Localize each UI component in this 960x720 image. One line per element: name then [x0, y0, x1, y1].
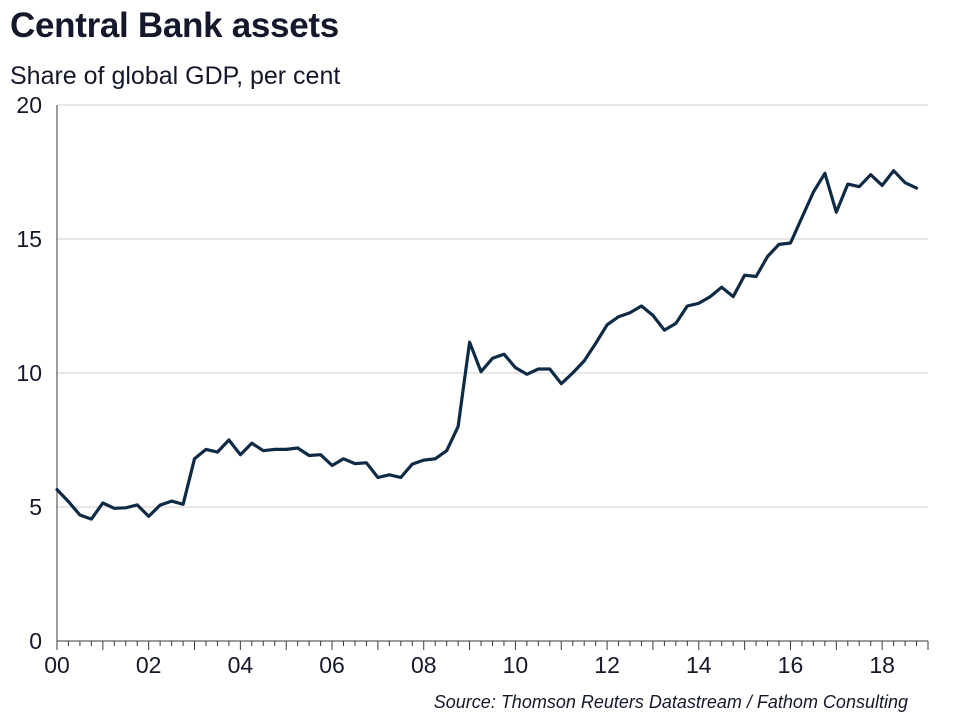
x-tick-label: 06: [319, 652, 345, 678]
chart-subtitle: Share of global GDP, per cent: [10, 62, 341, 90]
x-tick-label: 00: [44, 652, 70, 678]
x-tick-label: 02: [136, 652, 162, 678]
series-line: [55, 169, 919, 521]
y-tick-label: 20: [16, 92, 42, 118]
chart-title: Central Bank assets: [10, 6, 339, 45]
x-tick-label: 08: [411, 652, 437, 678]
y-tick-label: 15: [16, 226, 42, 252]
x-tick-label: 14: [686, 652, 712, 678]
grid-lines: [57, 104, 928, 508]
tick-labels: 0 5 10 15 20 00 02 04 06 08 10 12 14 16 18: [16, 92, 895, 678]
x-tick-label: 16: [778, 652, 804, 678]
x-tick-label: 10: [503, 652, 529, 678]
series-group: [55, 169, 919, 521]
y-tick-label: 0: [29, 628, 42, 654]
x-tick-label: 18: [869, 652, 895, 678]
x-tick-label: 04: [228, 652, 254, 678]
y-tick-label: 10: [16, 360, 42, 386]
y-tick-label: 5: [29, 494, 42, 520]
source-note: Source: Thomson Reuters Datastream / Fat…: [433, 692, 908, 712]
x-tick-label: 12: [594, 652, 620, 678]
axes: [56, 105, 929, 650]
